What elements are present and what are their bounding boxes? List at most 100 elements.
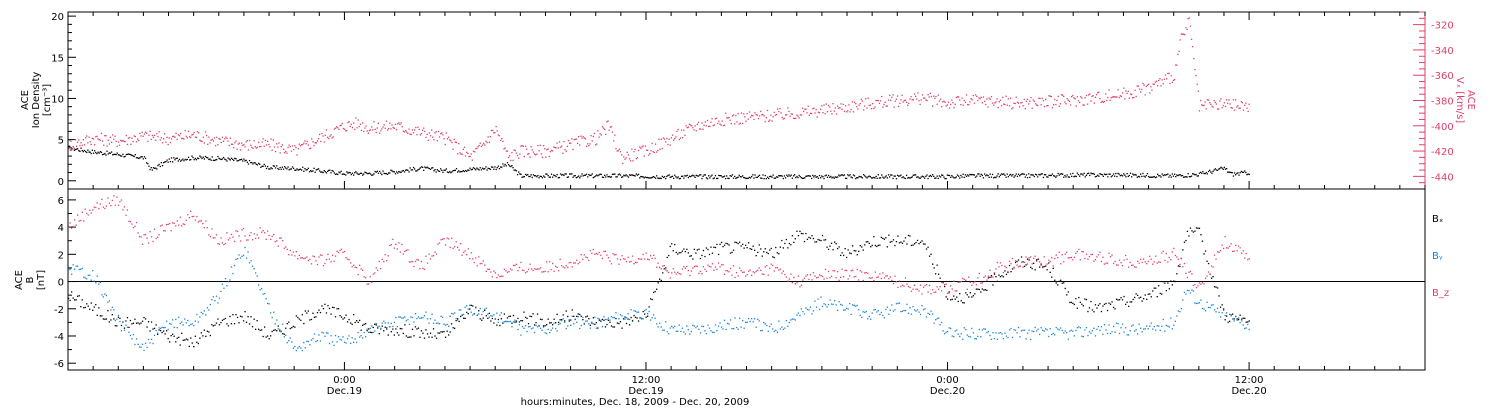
- series-Bᵧ-point: [426, 318, 429, 320]
- series-B_z-point: [577, 263, 579, 265]
- series-B_z-point: [846, 269, 848, 272]
- series-B_z-point: [1097, 254, 1100, 256]
- series-vx-point: [830, 110, 832, 112]
- series-Bᵧ-point: [870, 318, 872, 320]
- series-density-point: [398, 170, 400, 173]
- series-vx-point: [271, 149, 273, 151]
- series-Bᵧ-point: [520, 334, 522, 336]
- series-density-point: [120, 155, 122, 157]
- series-Bᵧ-point: [411, 316, 414, 319]
- series-Bₓ-point: [770, 247, 772, 250]
- series-density-point: [713, 177, 715, 179]
- series-Bᵧ-point: [457, 319, 459, 321]
- series-density-point: [815, 176, 817, 178]
- series-B_z-point: [1185, 272, 1187, 274]
- series-Bᵧ-point: [683, 331, 685, 333]
- series-Bᵧ-point: [346, 338, 349, 340]
- series-vx-point: [215, 145, 217, 147]
- series-vx-point: [841, 108, 843, 110]
- series-B_z-point: [221, 242, 224, 244]
- series-density-point: [381, 173, 383, 176]
- series-density-point: [738, 174, 740, 176]
- series-Bₓ-point: [1161, 293, 1163, 295]
- series-Bᵧ-point: [582, 316, 584, 319]
- series-Bᵧ-point: [1052, 332, 1054, 334]
- series-Bₓ-point: [1051, 276, 1053, 278]
- series-density-point: [449, 170, 451, 173]
- series-Bₓ-point: [86, 303, 88, 305]
- series-vx-point: [742, 122, 744, 125]
- series-density-point: [315, 169, 317, 171]
- series-B_z-point: [327, 253, 329, 255]
- series-density-point: [686, 174, 688, 176]
- series-vx-point: [184, 129, 186, 132]
- series-Bₓ-point: [529, 315, 531, 317]
- series-density-point: [1168, 176, 1170, 178]
- series-B_z-point: [158, 234, 160, 236]
- series-Bᵧ-point: [1155, 329, 1157, 331]
- series-vx-point: [343, 128, 346, 130]
- series-B_z-point: [236, 230, 239, 233]
- series-Bₓ: [68, 227, 1250, 348]
- series-Bᵧ-point: [834, 300, 836, 302]
- series-Bᵧ-point: [211, 299, 213, 301]
- series-vx-point: [764, 121, 766, 123]
- series-Bₓ-point: [398, 334, 400, 336]
- series-vx-point: [900, 99, 902, 101]
- series-vx-point: [754, 112, 756, 114]
- series-Bᵧ-point: [668, 333, 670, 335]
- series-Bₓ-point: [1096, 307, 1098, 309]
- series-Bᵧ-point: [898, 302, 901, 304]
- series-vx-point: [974, 94, 977, 96]
- series-Bᵧ-point: [861, 316, 863, 319]
- series-vx-point: [377, 122, 380, 124]
- series-vx-point: [696, 123, 698, 125]
- series-B_z-point: [1153, 261, 1155, 263]
- series-vx-point: [763, 115, 765, 117]
- series-density-point: [399, 171, 401, 173]
- series-Bₓ-point: [1025, 264, 1027, 266]
- series-vx-point: [670, 137, 672, 139]
- series-density-point: [259, 163, 261, 165]
- series-B_z-point: [677, 271, 679, 273]
- series-Bᵧ-point: [827, 303, 830, 306]
- series-density-point: [1065, 176, 1067, 178]
- series-Bₓ-point: [631, 319, 634, 322]
- series-Bᵧ-point: [1174, 320, 1176, 322]
- series-vx-point: [1245, 102, 1247, 104]
- series-vx-point: [1049, 95, 1051, 97]
- series-vx-point: [796, 114, 798, 116]
- series-density-point: [806, 175, 808, 177]
- series-Bₓ-point: [743, 247, 745, 249]
- series-vx-point: [142, 135, 144, 137]
- series-Bᵧ-point: [873, 309, 875, 311]
- series-Bᵧ-point: [1203, 308, 1205, 310]
- series-Bₓ-point: [794, 238, 796, 240]
- series-density-point: [150, 167, 152, 169]
- series-vx-point: [103, 144, 105, 146]
- series-Bₓ-point: [1140, 296, 1142, 298]
- series-vx-point: [756, 114, 758, 116]
- series-density-point: [581, 173, 583, 175]
- series-density-point: [676, 177, 678, 179]
- series-Bᵧ-point: [998, 332, 1000, 334]
- series-vx-point: [641, 146, 643, 148]
- series-density-point: [930, 175, 933, 178]
- series-Bₓ-point: [472, 305, 474, 307]
- series-vx-point: [472, 150, 475, 152]
- series-density-point: [633, 174, 635, 177]
- series-Bᵧ-point: [273, 311, 275, 313]
- series-Bᵧ-point: [1159, 329, 1161, 332]
- series-vx-point: [1083, 104, 1085, 106]
- series-Bᵧ-point: [1048, 335, 1050, 338]
- series-vx-point: [1059, 103, 1061, 105]
- series-density-point: [1075, 175, 1077, 178]
- series-B_z-point: [686, 265, 688, 268]
- series-Bₓ-point: [726, 243, 729, 245]
- series-B_z-point: [1159, 261, 1161, 263]
- series-Bₓ-point: [630, 316, 632, 319]
- series-B_z-point: [508, 270, 510, 273]
- series-density-point: [1152, 176, 1154, 178]
- series-density-point: [175, 157, 177, 160]
- series-Bₓ-point: [209, 334, 211, 337]
